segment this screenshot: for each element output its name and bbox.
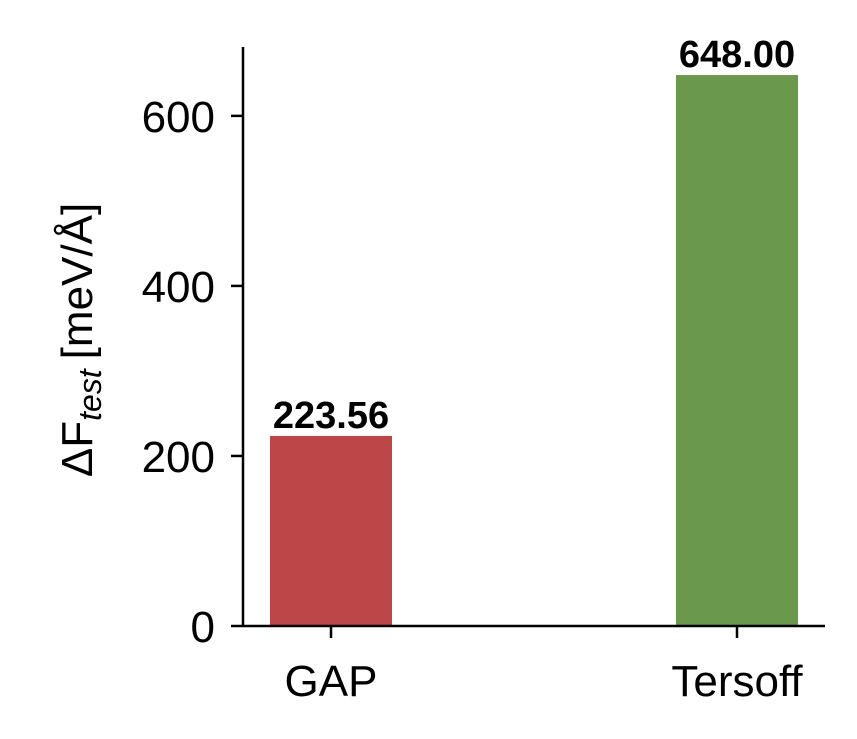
x-tick-label: GAP xyxy=(285,657,378,706)
y-tick-label: 0 xyxy=(191,603,215,652)
y-label-unit: [meV/Å] xyxy=(53,203,102,360)
y-label-main: ΔF xyxy=(53,421,102,477)
y-tick-label: 600 xyxy=(142,93,215,142)
y-tick-label: 400 xyxy=(142,263,215,312)
bar xyxy=(270,435,392,626)
y-tick-label: 200 xyxy=(142,433,215,482)
value-label: 648.00 xyxy=(679,34,795,76)
y-axis-label: ΔFtest [meV/Å] xyxy=(53,203,108,477)
x-tick-label: Tersoff xyxy=(671,657,803,706)
bar xyxy=(676,75,798,627)
value-label: 223.56 xyxy=(273,395,389,437)
y-label-subscript: test xyxy=(72,368,108,421)
